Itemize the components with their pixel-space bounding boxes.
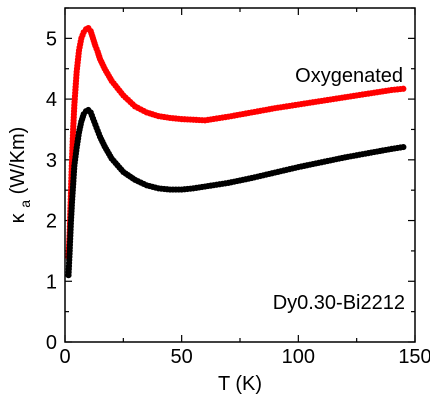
data-point: [400, 143, 407, 151]
y-tick-label: 4: [46, 89, 57, 111]
y-axis-title-symbol: κ: [7, 212, 29, 223]
y-tick-label: 1: [46, 271, 57, 293]
annotation-sample: Dy0.30-Bi2212: [273, 292, 405, 314]
x-tick-label: 50: [171, 346, 193, 368]
plot-frame: [64, 7, 416, 343]
annotation-oxygenated: Oxygenated: [295, 65, 403, 87]
x-tick-label: 150: [398, 346, 430, 368]
data-marks: [65, 24, 407, 279]
tick-labels: 0 50 100 150 0 1 2 3 4 5: [46, 28, 430, 368]
y-tick-label: 0: [46, 332, 57, 354]
x-tick-label: 0: [59, 346, 70, 368]
y-axis-title-subscript: a: [17, 200, 33, 208]
series-oxygenated: [65, 24, 407, 261]
y-axis-title: κ a (W/Km): [7, 127, 35, 224]
y-axis-title-units: (W/Km): [7, 127, 29, 195]
y-tick-label: 2: [46, 211, 57, 233]
x-tick-label: 100: [282, 346, 315, 368]
data-point: [400, 85, 407, 92]
series-as-grown: [65, 106, 407, 279]
y-tick-label: 3: [46, 150, 57, 172]
y-tick-label: 5: [46, 28, 57, 50]
x-axis-title: T (K): [218, 373, 262, 395]
